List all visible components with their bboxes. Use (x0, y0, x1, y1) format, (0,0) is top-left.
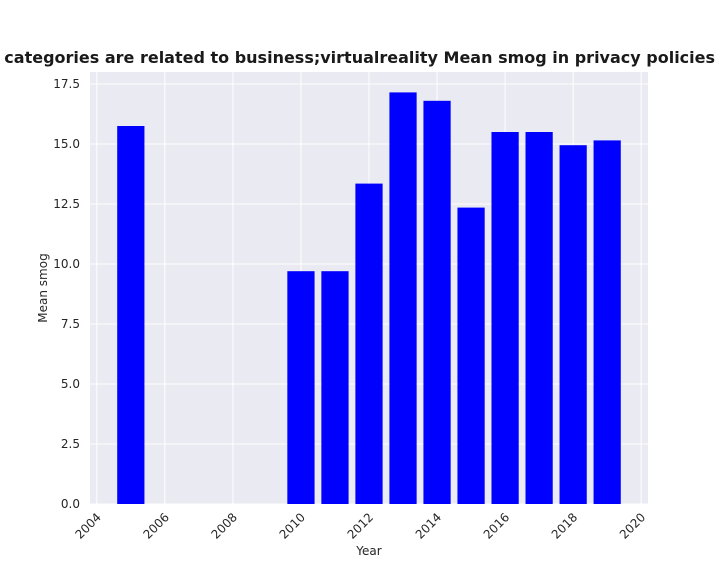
y-tick-label: 2.5 (61, 437, 80, 451)
bar (525, 132, 553, 504)
bar (355, 183, 383, 504)
y-tick-label: 0.0 (61, 497, 80, 511)
bar (559, 145, 587, 504)
x-tick-label: 2014 (413, 510, 444, 541)
y-axis-label: Mean smog (36, 253, 50, 322)
bar-series (117, 92, 621, 505)
bar (593, 140, 621, 504)
x-tick-label: 2008 (209, 510, 240, 541)
bar (491, 132, 519, 504)
x-tick-label: 2020 (617, 510, 648, 541)
bar (457, 207, 485, 504)
y-axis-ticks: 0.0 2.5 5.0 7.5 10.0 12.5 15.0 17.5 (53, 77, 80, 511)
y-tick-label: 12.5 (53, 197, 80, 211)
y-tick-label: 5.0 (61, 377, 80, 391)
x-tick-label: 2006 (140, 510, 171, 541)
y-tick-label: 7.5 (61, 317, 80, 331)
y-tick-label: 15.0 (53, 137, 80, 151)
bar (117, 126, 145, 504)
x-tick-label: 2004 (72, 510, 103, 541)
x-axis-label: Year (355, 544, 381, 558)
x-tick-label: 2018 (549, 510, 580, 541)
x-tick-label: 2012 (345, 510, 376, 541)
bar (321, 271, 349, 504)
bar (287, 271, 315, 504)
x-axis-ticks: 2004 2006 2008 2010 2012 2014 2016 2018 2020 (72, 510, 648, 541)
y-tick-label: 17.5 (53, 77, 80, 91)
chart-title: when categories are related to business;… (0, 48, 720, 67)
x-tick-label: 2016 (481, 510, 512, 541)
bar (389, 92, 417, 505)
y-tick-label: 10.0 (53, 257, 80, 271)
x-tick-label: 2010 (277, 510, 308, 541)
bar (423, 100, 451, 505)
